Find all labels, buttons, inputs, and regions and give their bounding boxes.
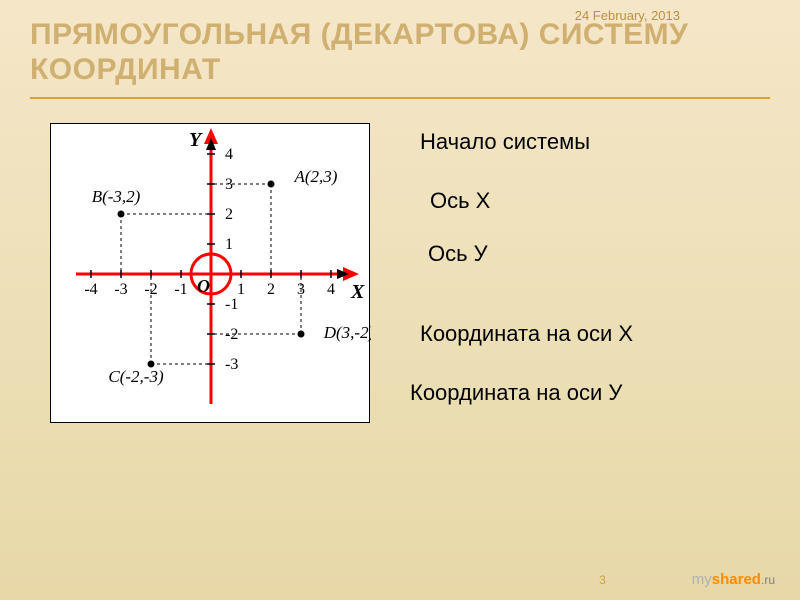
page-number: 3 bbox=[599, 573, 606, 587]
svg-text:-3: -3 bbox=[114, 281, 127, 298]
svg-text:C(-2,-3): C(-2,-3) bbox=[108, 367, 164, 386]
svg-text:-2: -2 bbox=[144, 281, 157, 298]
logo-shared: shared bbox=[712, 571, 761, 588]
label-axis-x: Ось Х bbox=[430, 186, 633, 217]
content-row: -4-3-2-11234-3-2-11234XYOA(2,3)B(-3,2)C(… bbox=[0, 105, 800, 423]
svg-text:-1: -1 bbox=[174, 281, 187, 298]
label-origin: Начало системы bbox=[420, 127, 633, 158]
svg-text:3: 3 bbox=[225, 176, 233, 193]
svg-text:1: 1 bbox=[225, 236, 233, 253]
label-coord-y: Координата на оси У bbox=[410, 378, 633, 409]
label-column: Начало системы Ось Х Ось У Координата на… bbox=[370, 123, 633, 423]
logo-my: my bbox=[692, 571, 712, 588]
svg-text:3: 3 bbox=[297, 281, 305, 298]
svg-text:4: 4 bbox=[327, 281, 335, 298]
logo-ru: .ru bbox=[761, 573, 775, 587]
svg-text:4: 4 bbox=[225, 146, 233, 163]
svg-text:-3: -3 bbox=[225, 356, 238, 373]
label-axis-y: Ось У bbox=[428, 239, 633, 270]
svg-text:-1: -1 bbox=[225, 296, 238, 313]
svg-text:Y: Y bbox=[189, 129, 203, 151]
svg-text:A(2,3): A(2,3) bbox=[294, 167, 338, 186]
svg-text:D(3,-2): D(3,-2) bbox=[323, 323, 371, 342]
svg-text:2: 2 bbox=[267, 281, 275, 298]
coordinate-chart: -4-3-2-11234-3-2-11234XYOA(2,3)B(-3,2)C(… bbox=[50, 123, 370, 423]
svg-text:-2: -2 bbox=[225, 326, 238, 343]
title-area: ПРЯМОУГОЛЬНАЯ (ДЕКАРТОВА) СИСТЕМУ КООРДИ… bbox=[0, 0, 800, 105]
date-text: 24 February, 2013 bbox=[575, 8, 680, 23]
svg-text:O: O bbox=[197, 276, 210, 296]
svg-text:B(-3,2): B(-3,2) bbox=[92, 187, 141, 206]
svg-text:2: 2 bbox=[225, 206, 233, 223]
title-underline bbox=[30, 97, 770, 99]
label-coord-x: Координата на оси Х bbox=[420, 319, 633, 350]
logo: myshared.ru bbox=[692, 571, 775, 588]
svg-text:-4: -4 bbox=[84, 281, 97, 298]
svg-text:X: X bbox=[350, 281, 365, 303]
slide-title: ПРЯМОУГОЛЬНАЯ (ДЕКАРТОВА) СИСТЕМУ КООРДИ… bbox=[30, 18, 770, 87]
footer: 3 myshared.ru bbox=[599, 571, 775, 588]
